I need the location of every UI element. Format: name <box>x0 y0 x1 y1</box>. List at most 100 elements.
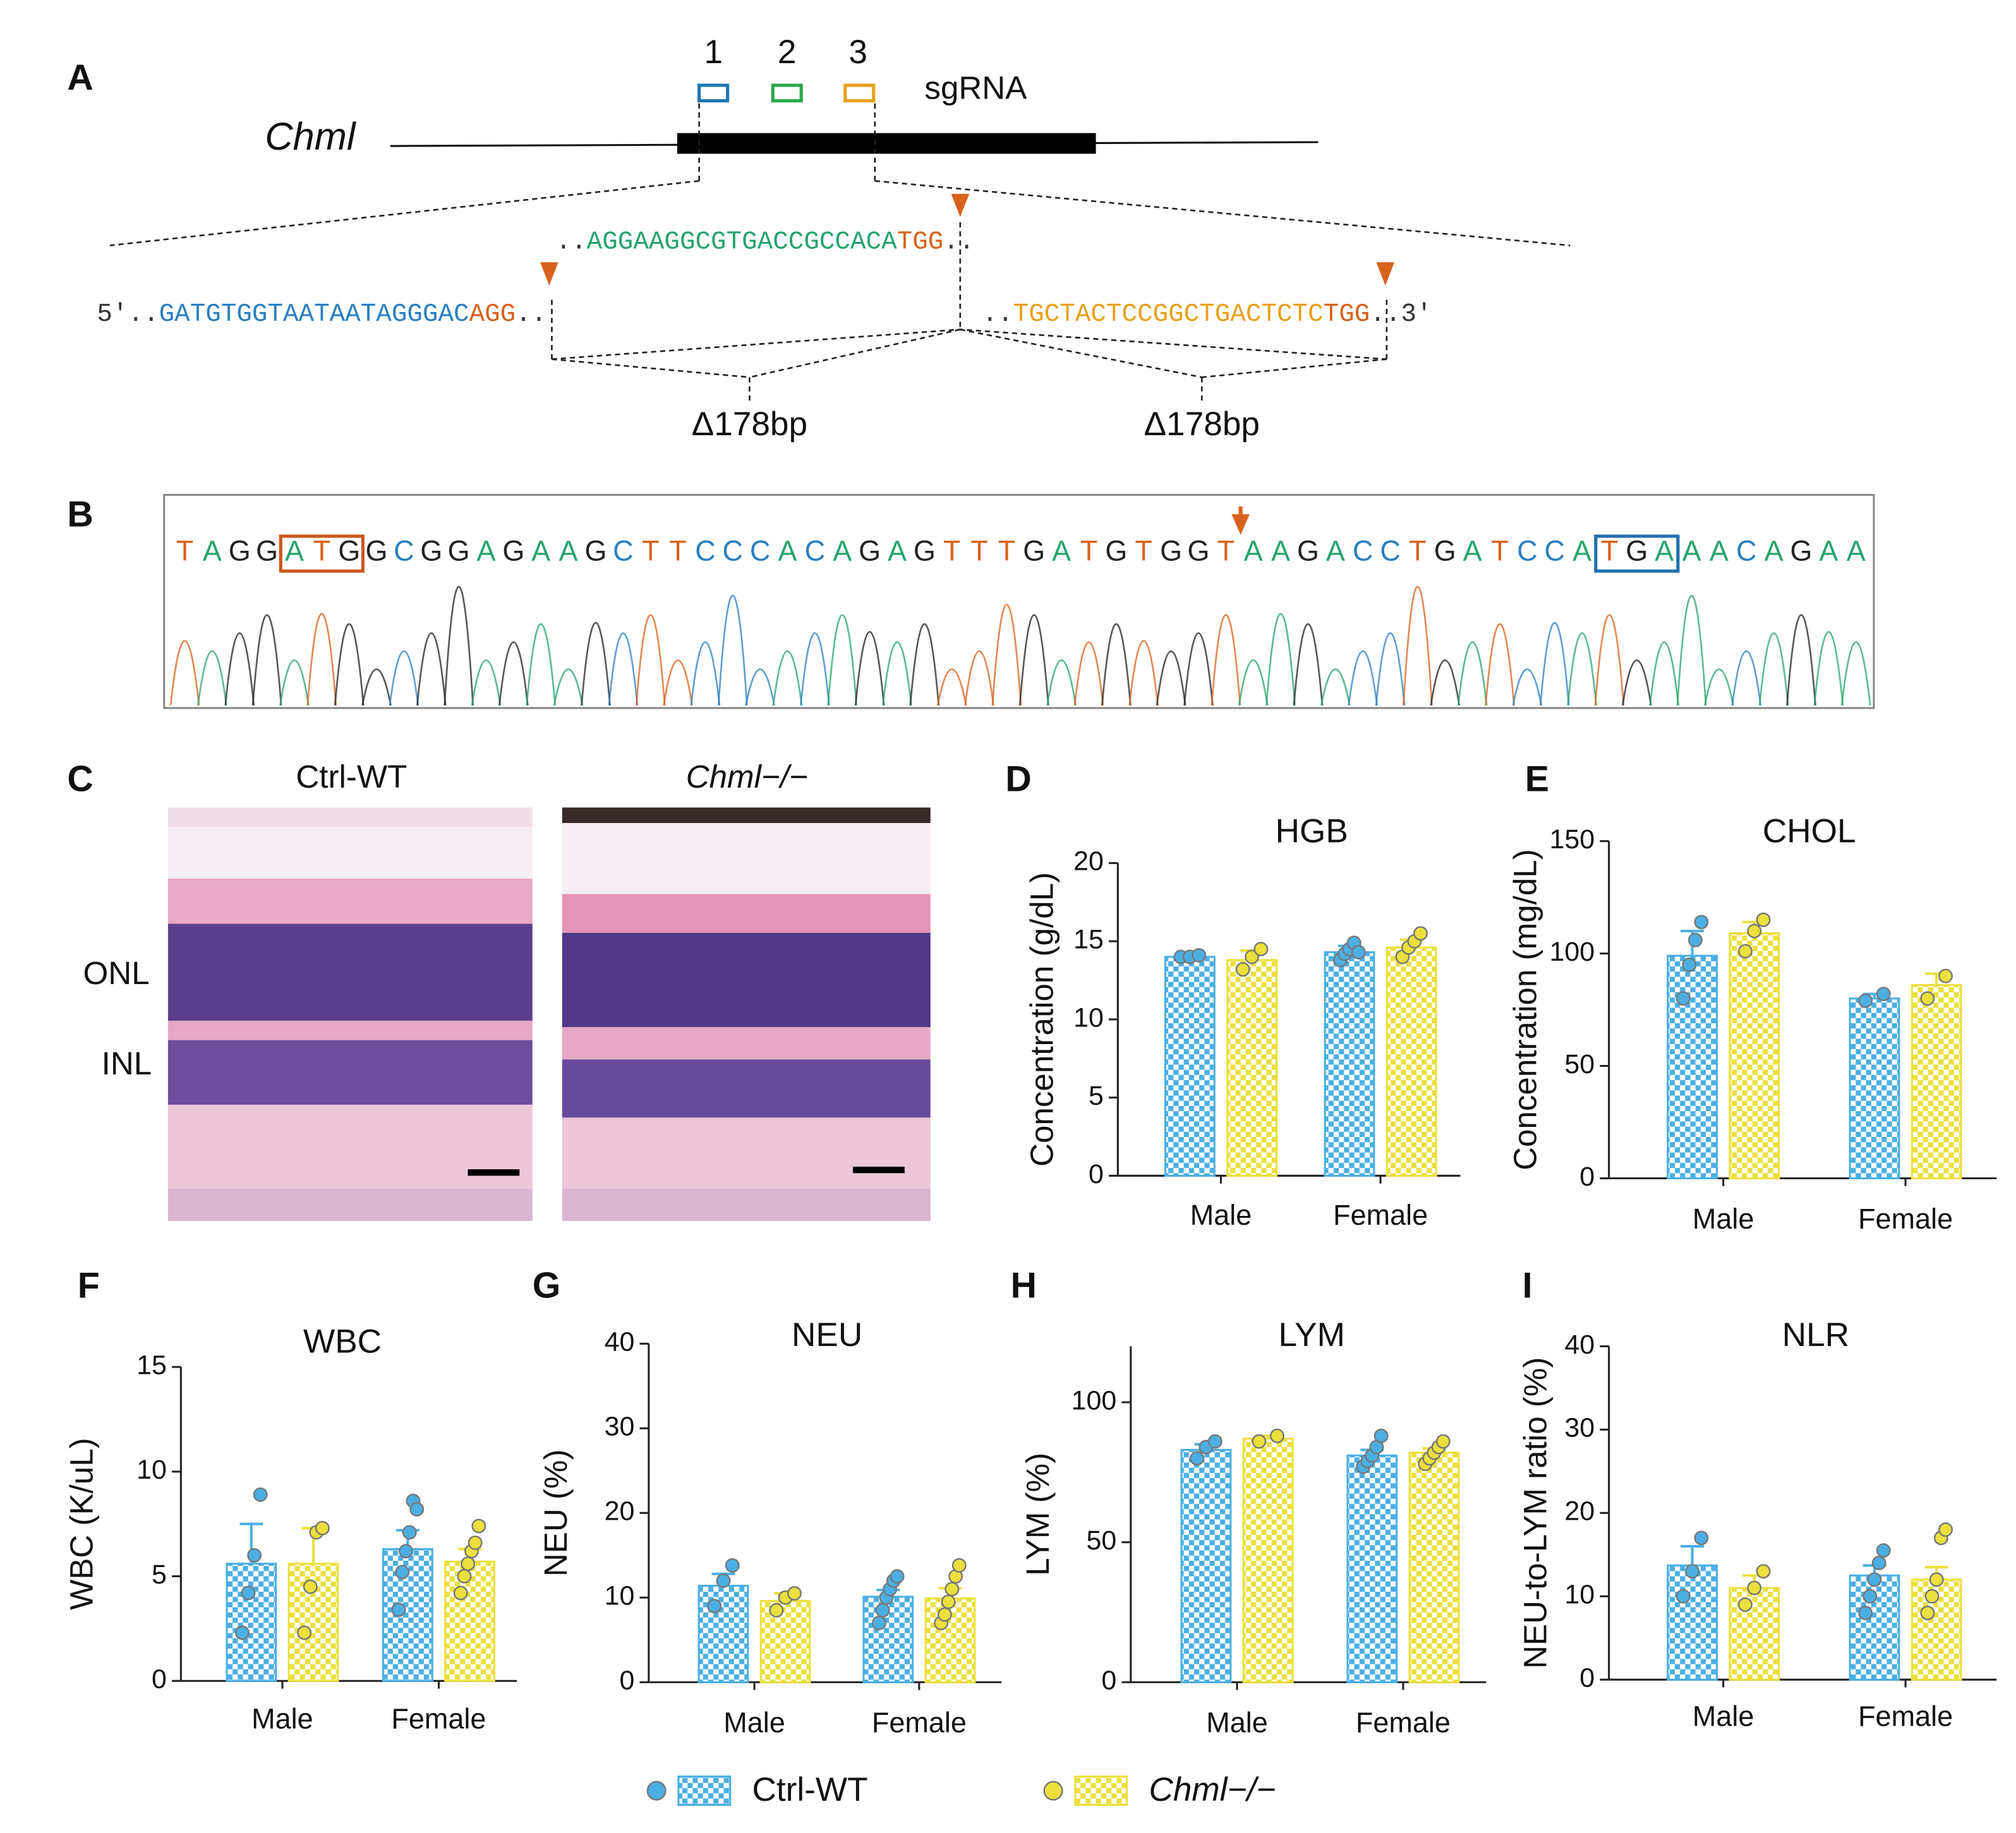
bar <box>1667 954 1718 1180</box>
trace-peak <box>1704 668 1734 706</box>
base: C <box>394 534 414 567</box>
layer-label: ONL <box>83 955 150 991</box>
trace-peak <box>1265 613 1296 706</box>
codon-box <box>279 534 365 573</box>
base: T <box>1601 534 1619 567</box>
base: G <box>1105 534 1127 567</box>
trace-peak <box>800 632 830 706</box>
sgrna-number: 2 <box>778 33 797 71</box>
x-tick-label: Male <box>1693 1203 1754 1235</box>
trace-peak <box>1649 641 1680 706</box>
data-point <box>1738 1597 1753 1612</box>
trace-peak <box>936 668 967 706</box>
layer-label: INL <box>102 1045 152 1081</box>
x-tick-label: Male <box>723 1707 785 1739</box>
data-point <box>1920 991 1935 1006</box>
chart-title: NEU <box>792 1316 862 1354</box>
trace-peak <box>663 659 693 706</box>
trace-peak <box>1046 659 1077 706</box>
base: G <box>502 534 524 567</box>
data-point <box>1687 932 1703 947</box>
base: A <box>1847 534 1866 567</box>
trace-peak <box>416 632 447 706</box>
y-axis-label: Concentration (g/dL) <box>1023 872 1059 1167</box>
legend-dot <box>1043 1781 1063 1801</box>
data-point <box>1862 1589 1878 1604</box>
data-point <box>1858 993 1873 1008</box>
trace-peak <box>772 650 803 706</box>
trace-peak <box>498 641 529 706</box>
bar <box>1849 997 1900 1180</box>
trace-peak <box>471 659 502 706</box>
sgrna-label: sgRNA <box>924 70 1027 106</box>
deletion-label: Δ178bp <box>692 406 807 443</box>
base: G <box>1790 534 1813 567</box>
chart-title: HGB <box>1276 812 1348 850</box>
x-tick-label: Female <box>1858 1700 1953 1732</box>
legend-dot <box>646 1781 667 1801</box>
data-point <box>402 1525 417 1540</box>
panel-letter: E <box>1525 759 1549 800</box>
trace-peak <box>854 631 885 706</box>
trace-peak <box>1210 614 1241 706</box>
trace-peak <box>197 650 227 706</box>
base: T <box>313 534 331 567</box>
bar <box>1346 1454 1398 1683</box>
base: G <box>914 534 936 567</box>
base: G <box>1297 534 1319 567</box>
trace-peak <box>1073 641 1104 706</box>
data-point <box>241 1585 256 1601</box>
trace-peak <box>361 668 392 706</box>
base: G <box>448 534 470 567</box>
base: A <box>1244 534 1263 567</box>
gene-name: Chml <box>265 115 357 159</box>
y-tick-label: 20 <box>1564 1496 1595 1527</box>
sequence: 5′..GATGTGGTAATAATAGGGACAGG.. <box>97 300 546 329</box>
seq-part: AGGAAGGCGTGACCGCCACA <box>587 227 897 256</box>
x-tick-label: Male <box>1693 1700 1754 1732</box>
base: A <box>477 534 496 567</box>
base: C <box>750 534 771 567</box>
chart: F WBC WBC (K/uL) 0 5 10 15 Male Female <box>63 1266 517 1735</box>
data-point <box>1682 957 1697 972</box>
y-tick-label: 5 <box>152 1560 167 1590</box>
base: T <box>642 534 660 567</box>
base: A <box>1326 534 1345 567</box>
seq-part: TGG <box>1324 300 1370 329</box>
y-axis-label: NEU-to-LYM ratio (%) <box>1518 1357 1554 1669</box>
base: A <box>559 534 578 567</box>
base: C <box>613 534 634 567</box>
trace-peak <box>991 603 1022 706</box>
seq-part: GATGTGGTAATAATAGGGAC <box>159 300 469 329</box>
seq-part: .. <box>982 300 1013 329</box>
trace-peak <box>334 623 365 706</box>
base: G <box>1160 534 1182 567</box>
bar <box>759 1600 811 1683</box>
y-tick-label: 15 <box>1073 925 1104 955</box>
base: G <box>420 534 442 567</box>
trace-peak <box>444 586 474 706</box>
base: A <box>1765 534 1784 567</box>
panel-a: A 1 2 3 sgRNA Chml ..AGGAAGGCGTGACCGCCAC… <box>67 33 1571 443</box>
panel-letter: A <box>67 57 93 98</box>
data-point <box>1867 1572 1882 1587</box>
image-title: Ctrl-WT <box>296 759 407 795</box>
base: G <box>338 534 360 567</box>
y-tick-label: 10 <box>1073 1002 1104 1033</box>
trace-peak <box>1183 632 1214 706</box>
y-tick-label: 0 <box>1089 1159 1104 1189</box>
trace-peak <box>1731 650 1762 706</box>
cut-site <box>1231 514 1250 535</box>
chart: I NLR NEU-to-LYM ratio (%) 0 10 20 30 40 Male Fem… <box>1518 1266 1997 1732</box>
y-tick-label: 10 <box>605 1581 635 1611</box>
trace-peak <box>1813 631 1844 706</box>
data-point <box>1924 1589 1940 1604</box>
trace-peak <box>635 614 666 706</box>
data-point <box>1738 944 1753 959</box>
trace-peak <box>1539 622 1570 706</box>
chart-title: LYM <box>1279 1316 1345 1354</box>
trace-peak <box>1567 632 1597 706</box>
base: C <box>723 534 744 567</box>
bar <box>697 1585 749 1683</box>
